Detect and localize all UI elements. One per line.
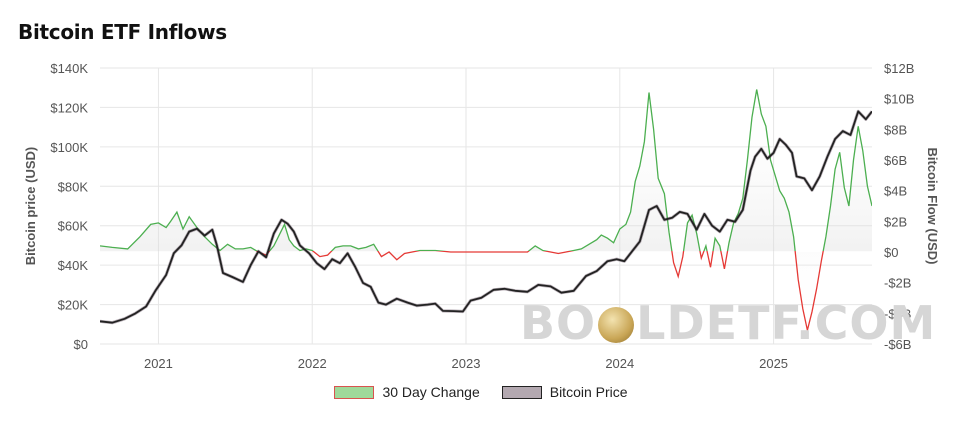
y-tick-label: $20K [58,298,89,313]
y2-tick-label: $6B [884,153,907,168]
x-tick-label: 2024 [605,356,634,371]
y2-tick-label: -$6B [884,337,911,352]
y-tick-label: $60K [58,219,89,234]
x-tick-label: 2023 [452,356,481,371]
y2-tick-label: $2B [884,214,907,229]
flow-area-positive [100,89,872,251]
price-line [100,110,872,324]
y-tick-label: $140K [50,61,88,76]
flow-line-positive [100,89,872,251]
legend-item-30-day-change[interactable]: 30 Day Change [334,384,480,400]
y-axis-title: Bitcoin price (USD) [23,147,38,265]
y2-tick-label: -$4B [884,306,911,321]
chart-title: Bitcoin ETF Inflows [18,20,227,44]
y-tick-label: $100K [50,140,88,155]
watermark-text-right: LDETF.COM [636,296,937,350]
legend-item-bitcoin-price[interactable]: Bitcoin Price [501,384,628,400]
y2-tick-label: $10B [884,92,914,107]
gridlines [100,67,872,345]
x-tick-label: 2022 [298,356,327,371]
y-tick-label: $120K [50,100,88,115]
legend-swatch-price [501,385,542,399]
y-tick-label: $0 [74,337,88,352]
legend: 30 Day Change Bitcoin Price [0,384,962,400]
y2-tick-label: $12B [884,61,914,76]
y2-tick-label: $8B [884,122,907,137]
y2-tick-label: $0 [884,245,898,260]
y-tick-label: $80K [58,179,89,194]
y-tick-label: $40K [58,258,89,273]
gold-coin-icon [598,307,635,343]
y2-tick-label: $4B [884,184,907,199]
legend-swatch-change [334,385,375,399]
x-tick-label: 2025 [759,356,788,371]
legend-label-price: Bitcoin Price [549,384,628,400]
axes: $0 $20K $40K $60K $80K $100K $120K $140K $12B $10… [23,61,940,371]
x-tick-label: 2021 [144,356,173,371]
price-series-layer [100,109,872,325]
y2-tick-label: -$2B [884,276,911,291]
watermark-text-left: BO [520,296,597,350]
watermark: BO LDETF.COM [520,296,936,350]
legend-label-change: 30 Day Change [382,384,480,400]
y2-axis-title: Bitcoin Flow (USD) [925,148,940,265]
